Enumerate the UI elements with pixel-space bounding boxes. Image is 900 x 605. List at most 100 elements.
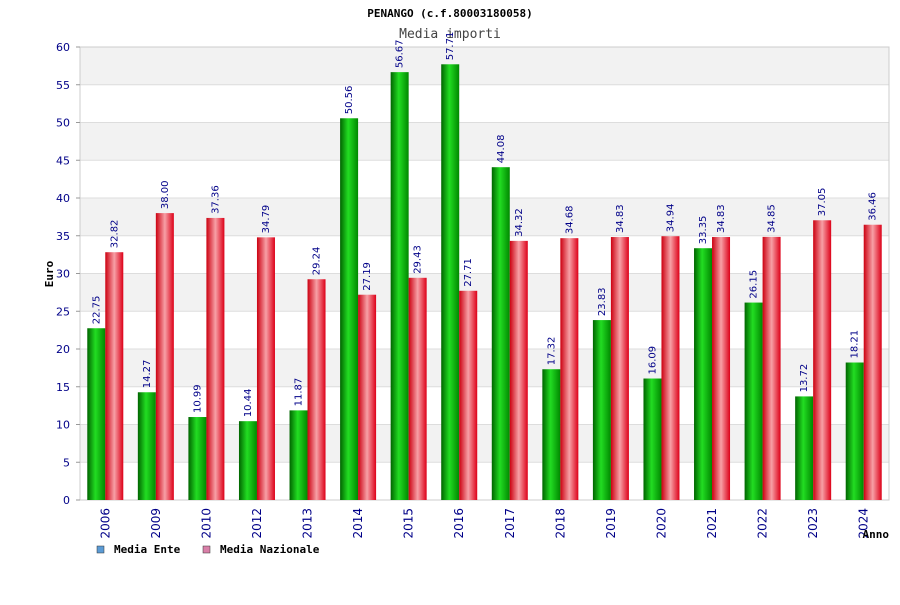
y-tick-label: 40 bbox=[56, 192, 70, 205]
y-tick-label: 0 bbox=[63, 494, 70, 507]
bar-media-nazionale-2014 bbox=[358, 294, 377, 500]
bar-media-ente-2012 bbox=[238, 421, 257, 500]
data-label-media-ente-2012: 10.44 bbox=[243, 389, 254, 418]
bar-media-ente-2018 bbox=[542, 369, 561, 500]
x-tick-label: 2010 bbox=[199, 508, 213, 539]
bar-media-nazionale-2009 bbox=[155, 213, 174, 500]
bar-media-ente-2023 bbox=[795, 396, 814, 500]
data-label-media-ente-2017: 44.08 bbox=[496, 135, 507, 164]
bar-media-nazionale-2020 bbox=[661, 236, 680, 500]
bar-media-nazionale-2019 bbox=[610, 237, 629, 500]
data-label-media-ente-2024: 18.21 bbox=[850, 330, 861, 359]
bar-media-ente-2022 bbox=[744, 302, 763, 500]
x-tick-label: 2014 bbox=[351, 508, 365, 539]
bar-media-ente-2009 bbox=[137, 392, 156, 500]
data-label-media-nazionale-2010: 37.36 bbox=[210, 185, 221, 214]
data-label-media-nazionale-2014: 27.19 bbox=[362, 262, 373, 291]
bar-media-nazionale-2012 bbox=[256, 237, 275, 500]
data-label-media-nazionale-2018: 34.68 bbox=[564, 206, 575, 235]
data-label-media-ente-2016: 57.71 bbox=[445, 32, 456, 61]
data-label-media-nazionale-2016: 27.71 bbox=[463, 258, 474, 287]
y-tick-label: 10 bbox=[56, 419, 70, 432]
data-label-media-nazionale-2020: 34.94 bbox=[665, 204, 676, 233]
y-tick-label: 45 bbox=[56, 154, 70, 167]
data-label-media-ente-2019: 23.83 bbox=[597, 287, 608, 316]
data-label-media-ente-2021: 33.35 bbox=[698, 216, 709, 245]
data-label-media-ente-2010: 10.99 bbox=[192, 384, 203, 413]
plot-band bbox=[80, 160, 889, 198]
y-tick-label: 35 bbox=[56, 230, 70, 243]
x-axis-ticks: 2006 2009 2010 2012 2013 2014 2015 2016 2017 2018… bbox=[98, 508, 870, 539]
bar-media-ente-2024 bbox=[845, 362, 864, 500]
y-tick-label: 60 bbox=[56, 41, 70, 54]
y-tick-label: 50 bbox=[56, 117, 70, 130]
bar-media-ente-2006 bbox=[87, 328, 106, 500]
bar-media-ente-2015 bbox=[390, 72, 409, 500]
data-label-media-ente-2015: 56.67 bbox=[395, 40, 406, 69]
data-label-media-nazionale-2023: 37.05 bbox=[817, 188, 828, 217]
bar-media-ente-2010 bbox=[188, 417, 207, 500]
bar-media-nazionale-2021 bbox=[712, 237, 731, 500]
legend-swatch-media-ente bbox=[96, 545, 105, 554]
data-label-media-nazionale-2006: 32.82 bbox=[109, 220, 120, 249]
y-tick-label: 15 bbox=[56, 381, 70, 394]
x-tick-label: 2023 bbox=[806, 508, 820, 539]
data-label-media-ente-2009: 14.27 bbox=[142, 360, 153, 389]
bar-media-ente-2021 bbox=[694, 248, 713, 500]
data-label-media-ente-2013: 11.87 bbox=[294, 378, 305, 407]
y-axis-ticks: 0 5 10 15 20 25 30 35 40 45 50 55 60 bbox=[56, 41, 80, 507]
data-label-media-nazionale-2019: 34.83 bbox=[615, 204, 626, 233]
data-label-media-ente-2014: 50.56 bbox=[344, 86, 355, 115]
x-tick-label: 2009 bbox=[149, 508, 163, 539]
x-tick-label: 2020 bbox=[654, 508, 668, 539]
bar-media-nazionale-2013 bbox=[307, 279, 326, 500]
plot-band bbox=[80, 84, 889, 123]
plot-band bbox=[80, 122, 889, 161]
bar-media-ente-2014 bbox=[340, 118, 359, 500]
value-labels: 22.75 32.82 14.27 38.00 10.99 37.36 10.44 34.79… bbox=[91, 32, 878, 418]
bar-media-ente-2013 bbox=[289, 410, 308, 500]
bar-media-nazionale-2018 bbox=[560, 238, 579, 500]
data-label-media-nazionale-2015: 29.43 bbox=[413, 245, 424, 274]
data-label-media-nazionale-2022: 34.85 bbox=[767, 204, 778, 233]
bar-media-nazionale-2017 bbox=[509, 240, 528, 500]
y-tick-label: 20 bbox=[56, 343, 70, 356]
bar-media-nazionale-2015 bbox=[408, 277, 427, 500]
x-axis-label: Anno bbox=[863, 528, 890, 541]
chart-subtitle: Media importi bbox=[399, 27, 501, 42]
x-tick-label: 2018 bbox=[553, 508, 567, 539]
data-label-media-nazionale-2024: 36.46 bbox=[868, 192, 879, 221]
bar-media-nazionale-2006 bbox=[105, 252, 124, 500]
bar-media-nazionale-2024 bbox=[863, 224, 882, 501]
data-label-media-nazionale-2009: 38.00 bbox=[160, 180, 171, 209]
x-tick-label: 2019 bbox=[604, 508, 618, 539]
y-tick-label: 25 bbox=[56, 305, 70, 318]
legend: Media Ente Media Nazionale bbox=[96, 543, 320, 556]
bar-media-ente-2019 bbox=[592, 320, 611, 500]
data-label-media-nazionale-2021: 34.83 bbox=[716, 204, 727, 233]
x-tick-label: 2012 bbox=[250, 508, 264, 539]
data-label-media-nazionale-2017: 34.32 bbox=[514, 208, 525, 237]
data-label-media-nazionale-2013: 29.24 bbox=[312, 247, 323, 276]
y-axis-label: Euro bbox=[43, 260, 56, 287]
bar-media-ente-2020 bbox=[643, 378, 662, 500]
data-label-media-ente-2006: 22.75 bbox=[91, 296, 102, 325]
data-label-media-ente-2022: 26.15 bbox=[749, 270, 760, 299]
plot-band bbox=[80, 47, 889, 85]
legend-swatch-media-nazionale bbox=[202, 545, 211, 554]
legend-label-media-ente: Media Ente bbox=[114, 543, 181, 556]
bar-media-ente-2017 bbox=[491, 167, 510, 501]
legend-label-media-nazionale: Media Nazionale bbox=[220, 543, 320, 556]
y-tick-label: 55 bbox=[56, 79, 70, 92]
data-label-media-nazionale-2012: 34.79 bbox=[261, 205, 272, 234]
bars bbox=[87, 64, 882, 501]
bar-media-nazionale-2022 bbox=[762, 236, 781, 500]
x-tick-label: 2016 bbox=[452, 508, 466, 539]
x-tick-label: 2022 bbox=[756, 508, 770, 539]
x-tick-label: 2017 bbox=[503, 508, 517, 539]
y-tick-label: 30 bbox=[56, 268, 70, 281]
x-tick-label: 2021 bbox=[705, 508, 719, 539]
bar-media-nazionale-2010 bbox=[206, 217, 225, 500]
